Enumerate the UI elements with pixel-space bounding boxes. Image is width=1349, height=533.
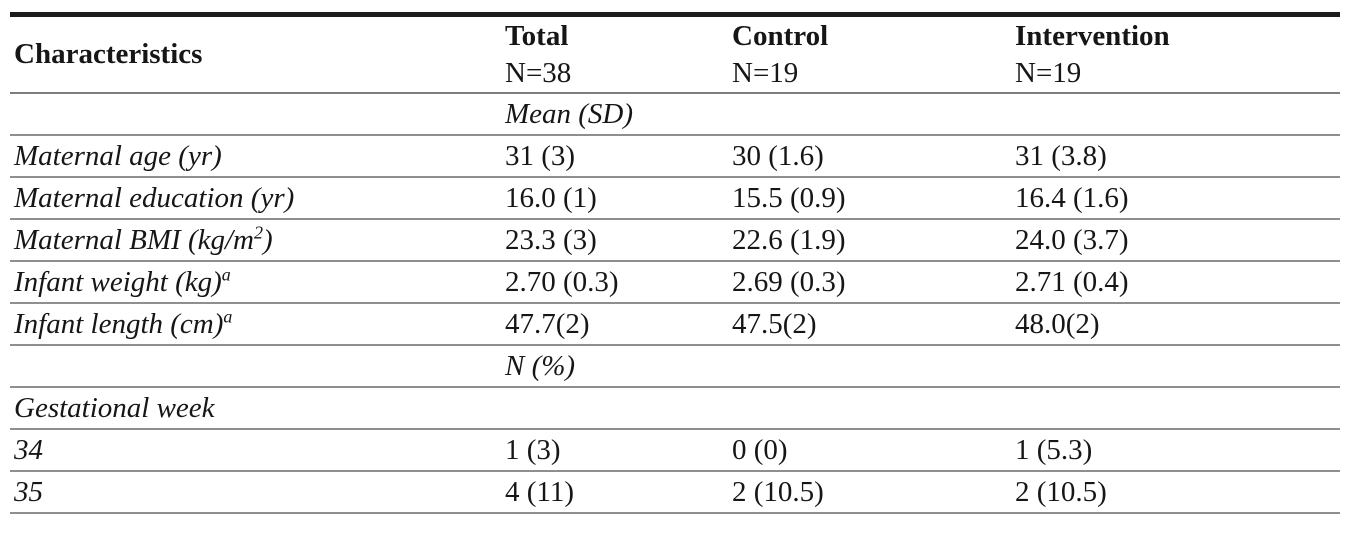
cell-control: 30 (1.6) [732,135,1015,178]
table-row-maternal-age: Maternal age (yr) 31 (3) 30 (1.6) 31 (3.… [10,135,1340,178]
row-label-sup: a [223,305,233,326]
row-label-text: Gestational week [14,391,215,424]
header-characteristics: Characteristics [10,14,505,94]
cell-intervention: 1 (5.3) [1015,429,1340,472]
header-control-label: Control [732,19,829,52]
cell-control: 15.5 (0.9) [732,177,1015,220]
row-label [10,93,505,136]
table-row-week-35: 35 4 (11) 2 (10.5) 2 (10.5) [10,471,1340,514]
header-characteristics-label: Characteristics [14,38,203,70]
characteristics-table: Characteristics Total N=38 Control N=19 … [10,12,1340,514]
cell-control [732,387,1015,430]
row-label-text: Maternal BMI (kg/m [14,223,254,256]
cell-intervention: 31 (3.8) [1015,135,1340,178]
cell-total: 23.3 (3) [505,219,732,262]
section-title: Mean (SD) [505,93,732,136]
cell-total: 2.70 (0.3) [505,261,732,304]
header-intervention-n: N=19 [1015,56,1082,89]
header-total-n: N=38 [505,56,572,89]
table-row-maternal-bmi: Maternal BMI (kg/m2) 23.3 (3) 22.6 (1.9)… [10,219,1340,262]
row-label-text: Maternal age (yr) [14,139,222,172]
row-label: Maternal age (yr) [10,135,505,178]
cell-intervention: 2 (10.5) [1015,471,1340,514]
table-row-maternal-education: Maternal education (yr) 16.0 (1) 15.5 (0… [10,177,1340,220]
cell-intervention [1015,345,1340,388]
cell-control: 2.69 (0.3) [732,261,1015,304]
table-body: Mean (SD) Maternal age (yr) 31 (3) 30 (1… [10,93,1340,514]
cell-intervention: 2.71 (0.4) [1015,261,1340,304]
table-row-infant-length: Infant length (cm)a 47.7(2) 47.5(2) 48.0… [10,303,1340,346]
cell-control [732,93,1015,136]
header-intervention-label: Intervention [1015,19,1170,52]
cell-total: 1 (3) [505,429,732,472]
cell-total: 16.0 (1) [505,177,732,220]
header-control-n: N=19 [732,56,799,89]
row-label-text: 35 [14,475,43,508]
cell-control: 0 (0) [732,429,1015,472]
row-label-sup: a [221,263,231,284]
row-label: Infant weight (kg)a [10,261,505,304]
row-label: Gestational week [10,387,505,430]
row-label-text: Maternal education (yr) [14,181,295,214]
row-label-text: Infant weight (kg) [14,265,222,298]
row-label-text: 34 [14,433,43,466]
cell-intervention [1015,93,1340,136]
cell-total: 47.7(2) [505,303,732,346]
cell-total: 31 (3) [505,135,732,178]
cell-intervention: 16.4 (1.6) [1015,177,1340,220]
header-total: Total N=38 [505,14,732,94]
row-label: Maternal BMI (kg/m2) [10,219,505,262]
cell-control: 47.5(2) [732,303,1015,346]
cell-control: 2 (10.5) [732,471,1015,514]
cell-control: 22.6 (1.9) [732,219,1015,262]
header-row: Characteristics Total N=38 Control N=19 … [10,14,1340,94]
table-row-infant-weight: Infant weight (kg)a 2.70 (0.3) 2.69 (0.3… [10,261,1340,304]
table-header: Characteristics Total N=38 Control N=19 … [10,14,1340,94]
row-label: 34 [10,429,505,472]
table-row-gestational-week: Gestational week [10,387,1340,430]
row-label [10,345,505,388]
section-title: N (%) [505,345,732,388]
row-label: 35 [10,471,505,514]
section-row-mean-sd: Mean (SD) [10,93,1340,136]
header-intervention: Intervention N=19 [1015,14,1340,94]
cell-total [505,387,732,430]
section-row-n-percent: N (%) [10,345,1340,388]
cell-intervention: 48.0(2) [1015,303,1340,346]
cell-total: 4 (11) [505,471,732,514]
row-label: Infant length (cm)a [10,303,505,346]
cell-intervention: 24.0 (3.7) [1015,219,1340,262]
header-control: Control N=19 [732,14,1015,94]
cell-intervention [1015,387,1340,430]
row-label-tail: ) [262,223,273,256]
table-row-week-34: 34 1 (3) 0 (0) 1 (5.3) [10,429,1340,472]
row-label: Maternal education (yr) [10,177,505,220]
cell-control [732,345,1015,388]
row-label-sup: 2 [254,221,263,242]
header-total-label: Total [505,19,569,52]
row-label-text: Infant length (cm) [14,307,224,340]
